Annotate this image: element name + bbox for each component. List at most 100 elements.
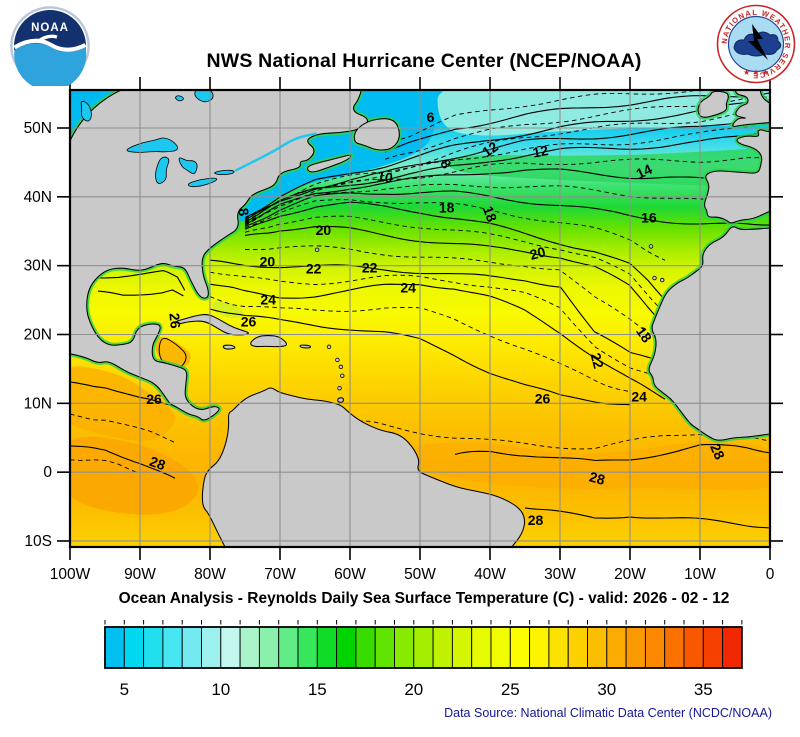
lon-label-80W: 80W: [194, 566, 226, 583]
lon-label-30W: 30W: [544, 566, 576, 583]
contour-label-18: 18: [480, 204, 500, 224]
contour-label-24: 24: [400, 280, 416, 296]
contour-dashed-29: [70, 459, 141, 474]
colorbar-cell-20: [413, 626, 434, 669]
colorbar-cell-16: [336, 626, 357, 669]
colorbar-cell-21: [432, 626, 453, 669]
colorbar-cell-26: [529, 626, 550, 669]
contour-label-26: 26: [166, 312, 183, 329]
colorbar-cell-32: [644, 626, 666, 669]
contour-label-20: 20: [260, 253, 276, 269]
landmass-hispaniola: [250, 335, 287, 348]
small-island-8: [314, 247, 320, 253]
akimiski: [175, 95, 184, 102]
landmass-great-britain: [732, 90, 770, 127]
contour-label-28: 28: [147, 453, 167, 473]
landmass-jamaica: [222, 344, 236, 350]
colorbar-cell-19: [394, 626, 415, 669]
contour-line-16: [244, 190, 770, 227]
contour-dashed-22-24: [209, 271, 666, 381]
contour-label-28: 28: [588, 468, 607, 488]
colorbar-label-20: 20: [404, 680, 423, 699]
small-island-3: [340, 373, 345, 378]
colorbar-cell-17: [355, 626, 376, 669]
contour-label-6: 6: [427, 109, 435, 125]
colorbar-cell-14: [297, 626, 318, 669]
colorbar-cell-28: [567, 626, 588, 669]
contour-dashed-18-20: [244, 215, 666, 314]
contour-line-10: [244, 112, 770, 221]
contour-dashed-8-10: [244, 106, 770, 220]
sst-patch-eq-atlantic-warm: [406, 442, 770, 491]
contour-line-18: [244, 201, 666, 301]
noaa-seagull-wing-icon: [36, 34, 58, 43]
contour-label-24: 24: [631, 388, 647, 404]
colorbar-cell-10: [220, 626, 241, 669]
small-island-4: [337, 385, 342, 391]
contour-dashed-14-16: [244, 183, 770, 226]
contour-label-12: 12: [531, 142, 549, 160]
contour-label-10: 10: [376, 168, 394, 186]
contour-line-28s: [524, 507, 770, 529]
sst-patch-eq-pacific-warm: [70, 436, 198, 515]
contour-label-26: 26: [535, 390, 551, 406]
contour-label-8: 8: [235, 207, 252, 218]
lon-label-20W: 20W: [614, 566, 646, 583]
contour-line-12: [244, 129, 770, 223]
small-island-5: [652, 275, 657, 281]
lat-label-40N: 40N: [24, 189, 52, 206]
st-lawrence-river: [234, 132, 317, 172]
colorbar-cell-8: [181, 626, 202, 669]
colorbar-cell-33: [664, 626, 685, 669]
colorbar-cell-34: [683, 626, 704, 669]
small-island-0: [326, 344, 332, 350]
colorbar-cell-11: [239, 626, 260, 669]
colorbar-cell-23: [471, 626, 492, 669]
contour-line-24: [209, 283, 666, 400]
lon-label-100W: 100W: [50, 566, 91, 583]
colorbar-cell-5: [123, 626, 145, 669]
noaa-logo-sea: [14, 43, 87, 86]
contour-label-24: 24: [260, 291, 276, 307]
contour-dashed-6-8: [384, 96, 770, 160]
colorbar-cell-35: [702, 626, 724, 669]
nws-lightning-icon: [748, 24, 768, 60]
colorbar-cell-12: [258, 626, 280, 669]
contour-line-26p: [70, 381, 176, 408]
contour-label-22: 22: [362, 260, 378, 276]
contour-line-28: [454, 443, 770, 462]
colorbar-cell-4: [104, 626, 125, 669]
contour-label-26: 26: [241, 313, 257, 329]
lat-label-0: 0: [43, 464, 52, 481]
contour-line-20: [244, 226, 666, 327]
small-island-7: [648, 244, 654, 249]
colorbar-cell-13: [278, 626, 299, 669]
lon-label-0: 0: [766, 566, 775, 583]
lake-huron: [178, 157, 198, 175]
colorbar-cell-30: [606, 626, 627, 669]
axes: 100W 90W 80W 70W 60W 50W 40W 30W 20W 10W 0 50N 40N 30…: [24, 77, 783, 583]
lat-label-20N: 20N: [24, 326, 52, 343]
lon-label-60W: 60W: [334, 566, 366, 583]
contour-label-20: 20: [528, 243, 547, 263]
contour-label-14: 14: [634, 161, 655, 182]
contour-label-28: 28: [707, 441, 728, 462]
colorbar-label-5: 5: [120, 680, 129, 699]
colorbar-label-35: 35: [694, 680, 713, 699]
contour-dashed-16-18: [244, 199, 666, 261]
contour-line-8: [244, 100, 770, 218]
sst-patch-pale-northeast: [437, 90, 770, 136]
page-title: NWS National Hurricane Center (NCEP/NOAA…: [206, 50, 642, 72]
colorbar-cell-25: [509, 626, 531, 669]
landmass-newfoundland: [353, 118, 400, 151]
map-subtitle: Ocean Analysis - Reynolds Daily Sea Surf…: [118, 590, 730, 607]
lake-winnipeg: [80, 101, 92, 122]
landmass-trinidad: [337, 397, 344, 403]
landmass-north-central-america: [70, 90, 369, 421]
colorbar-cell-27: [548, 626, 569, 669]
lon-label-40W: 40W: [474, 566, 506, 583]
colorbar-cell-24: [490, 626, 511, 669]
